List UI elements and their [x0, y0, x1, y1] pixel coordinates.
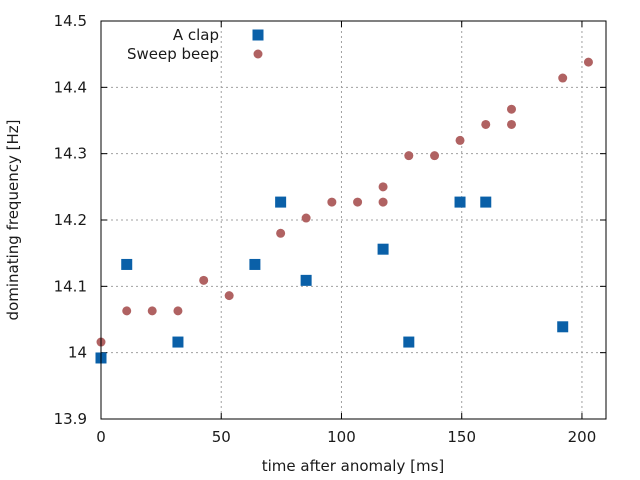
x-axis-label: time after anomaly [ms] — [262, 457, 445, 475]
data-point — [249, 258, 261, 270]
x-tick-label: 100 — [327, 428, 356, 446]
data-point — [172, 336, 184, 348]
data-point — [275, 196, 287, 208]
data-point — [480, 196, 492, 208]
x-tick-label: 150 — [447, 428, 476, 446]
data-point — [276, 228, 286, 238]
data-point — [557, 321, 569, 333]
data-point — [506, 104, 516, 114]
plot-frame — [100, 20, 607, 420]
data-point — [583, 57, 593, 67]
data-point — [454, 196, 466, 208]
data-point — [377, 243, 389, 255]
data-point — [378, 182, 388, 192]
x-tick-label: 50 — [212, 428, 231, 446]
legend-marker — [253, 49, 263, 59]
x-tick-label: 200 — [568, 428, 597, 446]
grid — [101, 21, 606, 419]
data-point — [403, 336, 415, 348]
data-point — [224, 291, 234, 301]
data-point — [404, 151, 414, 161]
data-point — [327, 197, 337, 207]
y-tick-label: 14.3 — [54, 145, 87, 163]
y-tick-label: 14.1 — [54, 277, 87, 295]
series-a-clap — [95, 196, 569, 364]
data-points — [95, 57, 593, 364]
y-tick-label: 14.5 — [54, 12, 87, 30]
data-point — [430, 151, 440, 161]
data-point — [301, 213, 311, 223]
data-point — [378, 197, 388, 207]
data-point — [199, 275, 209, 285]
data-point — [558, 73, 568, 83]
data-point — [455, 135, 465, 145]
y-tick-label: 14.4 — [54, 78, 87, 96]
data-point — [300, 274, 312, 286]
data-point — [173, 306, 183, 316]
axis-tick-labels: 0 50 100 150 200 13.9 14 14.1 14.2 14.3 14.4 14.5 — [54, 12, 597, 446]
data-point — [147, 306, 157, 316]
legend-marker — [252, 29, 264, 41]
series-sweep-beep — [96, 57, 593, 347]
x-tick-label: 0 — [96, 428, 106, 446]
y-tick-label: 14.2 — [54, 211, 87, 229]
y-axis-label: dominating frequency [Hz] — [4, 120, 22, 321]
legend-label: A clap — [173, 26, 219, 44]
y-tick-label: 13.9 — [54, 410, 87, 428]
legend-label: Sweep beep — [127, 45, 219, 63]
y-tick-label: 14 — [68, 344, 87, 362]
data-point — [506, 119, 516, 129]
data-point — [121, 258, 133, 270]
data-point — [122, 306, 132, 316]
data-point — [481, 119, 491, 129]
data-point — [353, 197, 363, 207]
